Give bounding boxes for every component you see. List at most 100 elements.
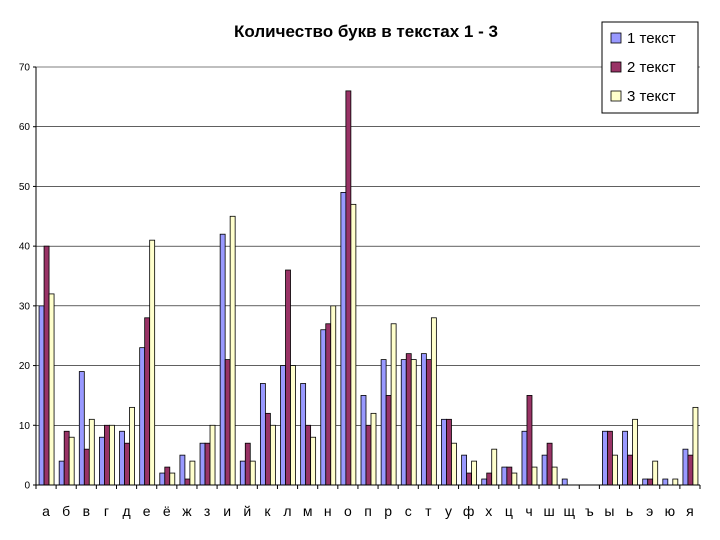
bar-series1-12 — [280, 365, 286, 486]
x-tick-label: и — [223, 503, 231, 519]
x-tick-label: у — [445, 503, 452, 519]
y-tick-label: 60 — [19, 122, 31, 133]
x-tick-label: ь — [626, 503, 633, 519]
bar-series3-22 — [491, 448, 498, 486]
bar-series3-5 — [149, 239, 156, 486]
bar-series1-19 — [420, 353, 427, 486]
x-tick-label: я — [686, 503, 694, 519]
y-tick-labels: 0 10 20 30 40 50 60 70 — [19, 63, 31, 492]
x-tick-label: е — [143, 503, 151, 519]
bar-series3-6 — [169, 472, 176, 486]
bar-series3-30 — [652, 460, 659, 486]
bar-series3-15 — [350, 203, 357, 486]
bar-series3-13 — [310, 436, 317, 486]
bar-series1-24 — [521, 430, 528, 486]
x-tick-label: с — [405, 503, 412, 519]
x-tick-label: а — [42, 503, 50, 519]
y-tick-label: 10 — [19, 421, 31, 432]
x-tick-label: ж — [182, 503, 192, 519]
bar-series1-30 — [642, 478, 649, 486]
bars — [38, 90, 699, 486]
x-tick-label: э — [646, 503, 653, 519]
x-tick-label: н — [324, 503, 332, 519]
bar-series1-0 — [38, 305, 45, 486]
x-tick-label: о — [344, 503, 352, 519]
legend-swatch — [610, 90, 622, 102]
x-tick-label: л — [283, 503, 291, 519]
bar-series3-20 — [451, 442, 457, 486]
bar-series1-28 — [602, 430, 608, 486]
bar-series3-29 — [632, 418, 638, 486]
x-tick-label: ф — [463, 503, 475, 519]
bar-series3-7 — [189, 460, 196, 486]
bar-series1-3 — [99, 436, 105, 486]
legend-label: 1 текст — [627, 30, 676, 47]
bar-series2-20 — [446, 418, 452, 486]
bar-series3-2 — [88, 418, 95, 486]
legend-label: 3 текст — [627, 88, 676, 105]
bar-series3-12 — [290, 365, 296, 486]
bar-series1-15 — [340, 191, 347, 486]
bar-series1-13 — [300, 383, 307, 486]
x-tick-label: р — [384, 503, 392, 519]
bar-series2-19 — [425, 359, 432, 486]
bar-series2-4 — [124, 442, 130, 486]
bar-series1-22 — [481, 478, 488, 486]
bar-series2-29 — [627, 454, 633, 486]
x-tick-label: й — [243, 503, 251, 519]
bar-series3-16 — [370, 412, 377, 486]
bar-series2-22 — [486, 472, 493, 486]
x-tick-label: ъ — [585, 503, 594, 519]
bar-series1-32 — [682, 448, 689, 486]
bar-series3-23 — [511, 472, 518, 486]
bar-series1-11 — [259, 383, 266, 486]
bar-series2-24 — [526, 395, 533, 486]
bar-series1-20 — [441, 418, 447, 486]
y-tick-label: 70 — [19, 63, 31, 74]
bar-series2-0 — [43, 245, 50, 486]
legend-swatch — [610, 32, 622, 44]
bar-series1-1 — [58, 460, 65, 486]
bar-series3-0 — [48, 293, 55, 486]
bar-series2-5 — [144, 317, 151, 486]
x-tick-label: ю — [665, 503, 676, 519]
bar-series3-1 — [68, 436, 75, 486]
bar-series3-14 — [330, 305, 337, 486]
bar-series1-25 — [541, 454, 548, 486]
x-tick-label: ц — [505, 503, 513, 519]
bar-series1-8 — [199, 442, 206, 486]
bar-series1-10 — [239, 460, 246, 486]
x-tick-label: ш — [543, 503, 554, 519]
bar-series2-13 — [305, 424, 312, 486]
bar-series2-10 — [244, 442, 251, 486]
bar-series2-6 — [164, 466, 171, 486]
bar-series3-17 — [390, 323, 397, 486]
bar-series2-18 — [405, 353, 412, 486]
axes — [35, 67, 701, 489]
bar-series2-17 — [385, 395, 392, 486]
y-tick-label: 20 — [19, 361, 31, 372]
bar-series1-16 — [360, 395, 367, 486]
bar-series2-16 — [365, 424, 372, 486]
bar-series1-5 — [139, 347, 146, 486]
bar-series1-14 — [320, 329, 327, 486]
bar-series2-25 — [546, 442, 553, 486]
x-tick-label: м — [303, 503, 313, 519]
bar-series2-21 — [466, 472, 473, 486]
bar-series3-18 — [410, 359, 417, 486]
bar-series3-19 — [430, 317, 437, 486]
legend-label: 2 текст — [627, 59, 676, 76]
x-tick-label: т — [425, 503, 432, 519]
x-tick-label: з — [204, 503, 210, 519]
bar-series2-28 — [607, 430, 613, 486]
chart-title: Количество букв в текстах 1 - 3 — [234, 22, 498, 41]
bar-series1-23 — [501, 466, 508, 486]
bar-series2-30 — [647, 478, 654, 486]
y-tick-label: 30 — [19, 301, 31, 312]
y-tick-label: 50 — [19, 182, 31, 193]
bar-series3-4 — [129, 406, 135, 486]
x-tick-label: щ — [563, 503, 575, 519]
x-tick-label: ё — [163, 503, 171, 519]
x-tick-label: д — [122, 503, 130, 519]
